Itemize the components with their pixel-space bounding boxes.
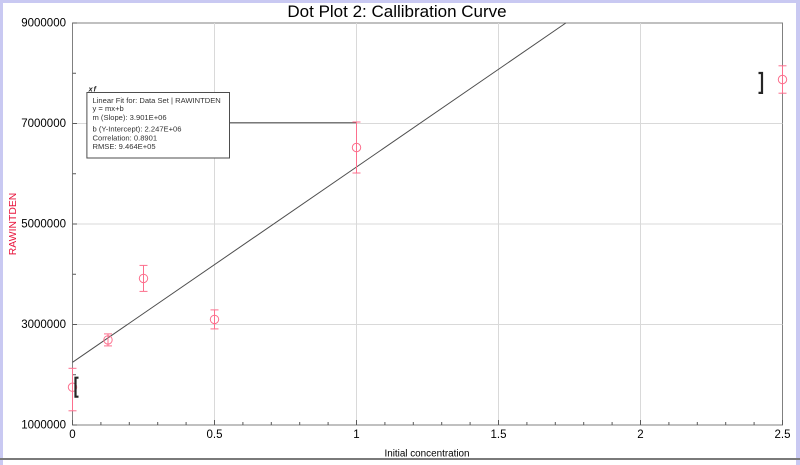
svg-text:1000000: 1000000 xyxy=(21,420,66,432)
svg-text:RAWINTDEN: RAWINTDEN xyxy=(8,193,19,256)
svg-text:5000000: 5000000 xyxy=(21,219,66,231)
svg-text:b (Y-Intercept): 2.247E+06: b (Y-Intercept): 2.247E+06 xyxy=(93,125,182,134)
svg-text:m (Slope): 3.901E+06: m (Slope): 3.901E+06 xyxy=(93,113,167,122)
svg-text:1.5: 1.5 xyxy=(491,429,507,441)
svg-text:RMSE: 9.464E+05: RMSE: 9.464E+05 xyxy=(93,142,156,151)
svg-text:7000000: 7000000 xyxy=(21,118,66,130)
svg-text:0: 0 xyxy=(69,429,75,441)
svg-text:9000000: 9000000 xyxy=(21,18,66,30)
svg-text:2: 2 xyxy=(637,429,643,441)
svg-text:0.5: 0.5 xyxy=(207,429,223,441)
svg-text:1: 1 xyxy=(353,429,359,441)
svg-text:y = mx+b: y = mx+b xyxy=(93,104,124,113)
svg-text:2.5: 2.5 xyxy=(775,429,791,441)
svg-text:3000000: 3000000 xyxy=(21,319,66,331)
svg-text:Initial concentration: Initial concentration xyxy=(384,449,469,460)
